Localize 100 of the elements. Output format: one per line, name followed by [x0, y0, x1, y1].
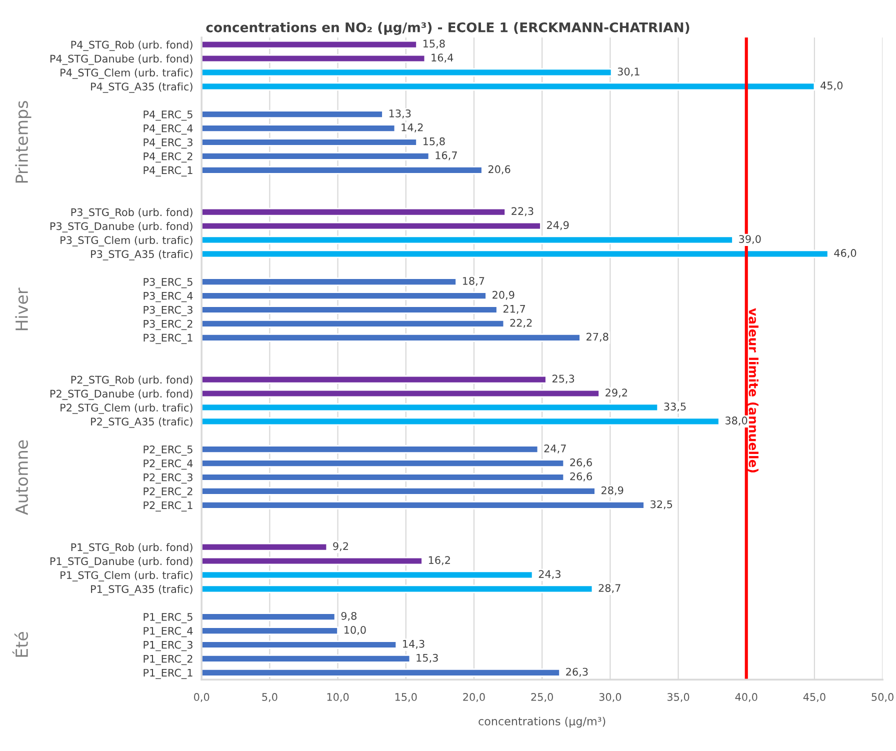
y-tick-label: P2_ERC_2 [144, 487, 192, 498]
y-tick-label: P3_ERC_2 [144, 320, 192, 330]
data-label: 21,7 [503, 304, 525, 314]
y-tick-label: P2_ERC_4 [144, 459, 193, 470]
bar [202, 626, 338, 635]
data-label: 20,6 [488, 165, 510, 174]
data-label: 20,9 [492, 290, 514, 300]
data-label: 32,5 [650, 500, 672, 510]
x-tick-label: 40,0 [735, 693, 758, 702]
bar [202, 445, 539, 454]
y-tick-label: P3_STG_Danube (urb. fond) [50, 222, 192, 232]
bar [202, 389, 600, 398]
ref-line-label: valeur limite (annuelle) [747, 308, 758, 472]
bar [202, 208, 506, 216]
data-label: 14,3 [403, 640, 424, 649]
data-label: 18,7 [462, 276, 484, 286]
bar [202, 473, 565, 482]
bar [202, 222, 542, 230]
bar [202, 152, 430, 160]
bar [202, 236, 734, 244]
bar [202, 654, 411, 663]
bar [202, 417, 720, 426]
y-tick-label: P2_STG_Danube (urb. fond) [50, 390, 192, 400]
bar [202, 500, 645, 510]
bar [202, 320, 505, 328]
y-tick-label: P3_ERC_3 [144, 306, 192, 316]
data-label: 24,3 [538, 570, 560, 580]
y-tick-label: P1_STG_Clem (urb. trafic) [60, 571, 192, 582]
data-label: 22,3 [512, 207, 534, 216]
data-label: 15,3 [416, 654, 438, 663]
data-label: 28,9 [602, 486, 624, 496]
y-tick-label: P2_STG_Clem (urb. trafic) [60, 404, 192, 414]
y-tick-label: P4_STG_Clem (urb. trafic) [60, 68, 192, 79]
x-tick-label: 50,0 [872, 693, 894, 702]
y-tick-label: P3_STG_Clem (urb. trafic) [60, 236, 192, 246]
y-tick-label: P4_ERC_4 [144, 124, 193, 135]
bar [202, 668, 560, 677]
x-tick-label: 25,0 [531, 693, 553, 702]
data-label: 16,7 [436, 151, 457, 160]
text: Automne [16, 440, 28, 515]
bar [202, 124, 396, 132]
y-tick-label: P2_ERC_3 [144, 473, 192, 484]
data-label: 45,0 [820, 82, 843, 90]
data-label: 15,8 [423, 40, 445, 49]
y-tick-label: P1_STG_Rob (urb. fond) [71, 543, 192, 554]
bar [202, 110, 384, 119]
y-tick-label: P4_STG_Danube (urb. fond) [50, 54, 192, 65]
chart-title: concentrations en NO₂ (µg/m³) - ECOLE 1 (ERCKMANN-CHATRIAN) [206, 22, 690, 35]
data-label: 39,0 [739, 235, 761, 244]
bar [202, 375, 547, 384]
data-label: 9,8 [341, 612, 356, 621]
bar [202, 82, 816, 91]
bar [202, 459, 565, 468]
data-label: 26,6 [570, 472, 592, 482]
bar [202, 612, 336, 622]
data-label: 29,2 [606, 388, 627, 398]
data-label: 26,6 [570, 458, 592, 468]
bar [202, 640, 398, 649]
data-label: 38,0 [725, 416, 748, 426]
data-label: 25,3 [552, 374, 574, 384]
y-tick-label: P3_ERC_1 [144, 334, 192, 344]
data-label: 24,7 [544, 444, 566, 454]
y-tick-label: P2_STG_A35 (trafic) [91, 417, 192, 428]
bar [202, 54, 426, 63]
y-tick-label: P4_ERC_1 [144, 166, 192, 176]
bar [202, 40, 418, 49]
data-label: 33,5 [664, 402, 686, 412]
bar [202, 250, 829, 258]
bar [202, 584, 594, 594]
bar [202, 306, 498, 314]
data-label: 16,4 [432, 54, 454, 63]
y-tick-label: P1_STG_Danube (urb. fond) [50, 557, 192, 568]
y-tick-label: P1_ERC_1 [144, 668, 192, 679]
data-label: 15,8 [423, 137, 445, 146]
y-tick-label: P1_ERC_5 [144, 612, 192, 624]
y-tick-label: P1_ERC_4 [144, 626, 193, 638]
y-tick-label: P1_ERC_3 [144, 640, 192, 652]
bar [202, 403, 659, 412]
data-label: 22,2 [510, 318, 532, 328]
bar [202, 138, 418, 146]
x-tick-label: 35,0 [667, 693, 690, 702]
data-label: 14,2 [402, 123, 423, 132]
data-label: 30,1 [618, 68, 640, 77]
y-tick-label: P3_STG_A35 (trafic) [91, 250, 192, 260]
bar [202, 570, 534, 580]
y-tick-label: P1_ERC_2 [144, 654, 192, 666]
data-label: 9,2 [333, 542, 348, 552]
y-tick-label: P1_STG_A35 (trafic) [91, 584, 192, 596]
bar [202, 487, 596, 496]
data-label: 10,0 [344, 626, 366, 635]
bar [202, 278, 457, 286]
bar [202, 292, 487, 300]
bar [202, 166, 483, 174]
x-tick-label: 30,0 [599, 693, 622, 702]
text: Été [12, 632, 28, 657]
y-tick-label: P4_STG_Rob (urb. fond) [71, 40, 192, 51]
y-tick-label: P4_ERC_2 [144, 152, 192, 163]
y-tick-label: P2_ERC_1 [144, 501, 192, 512]
text: Hiver [15, 288, 28, 330]
data-label: 28,7 [598, 584, 620, 594]
